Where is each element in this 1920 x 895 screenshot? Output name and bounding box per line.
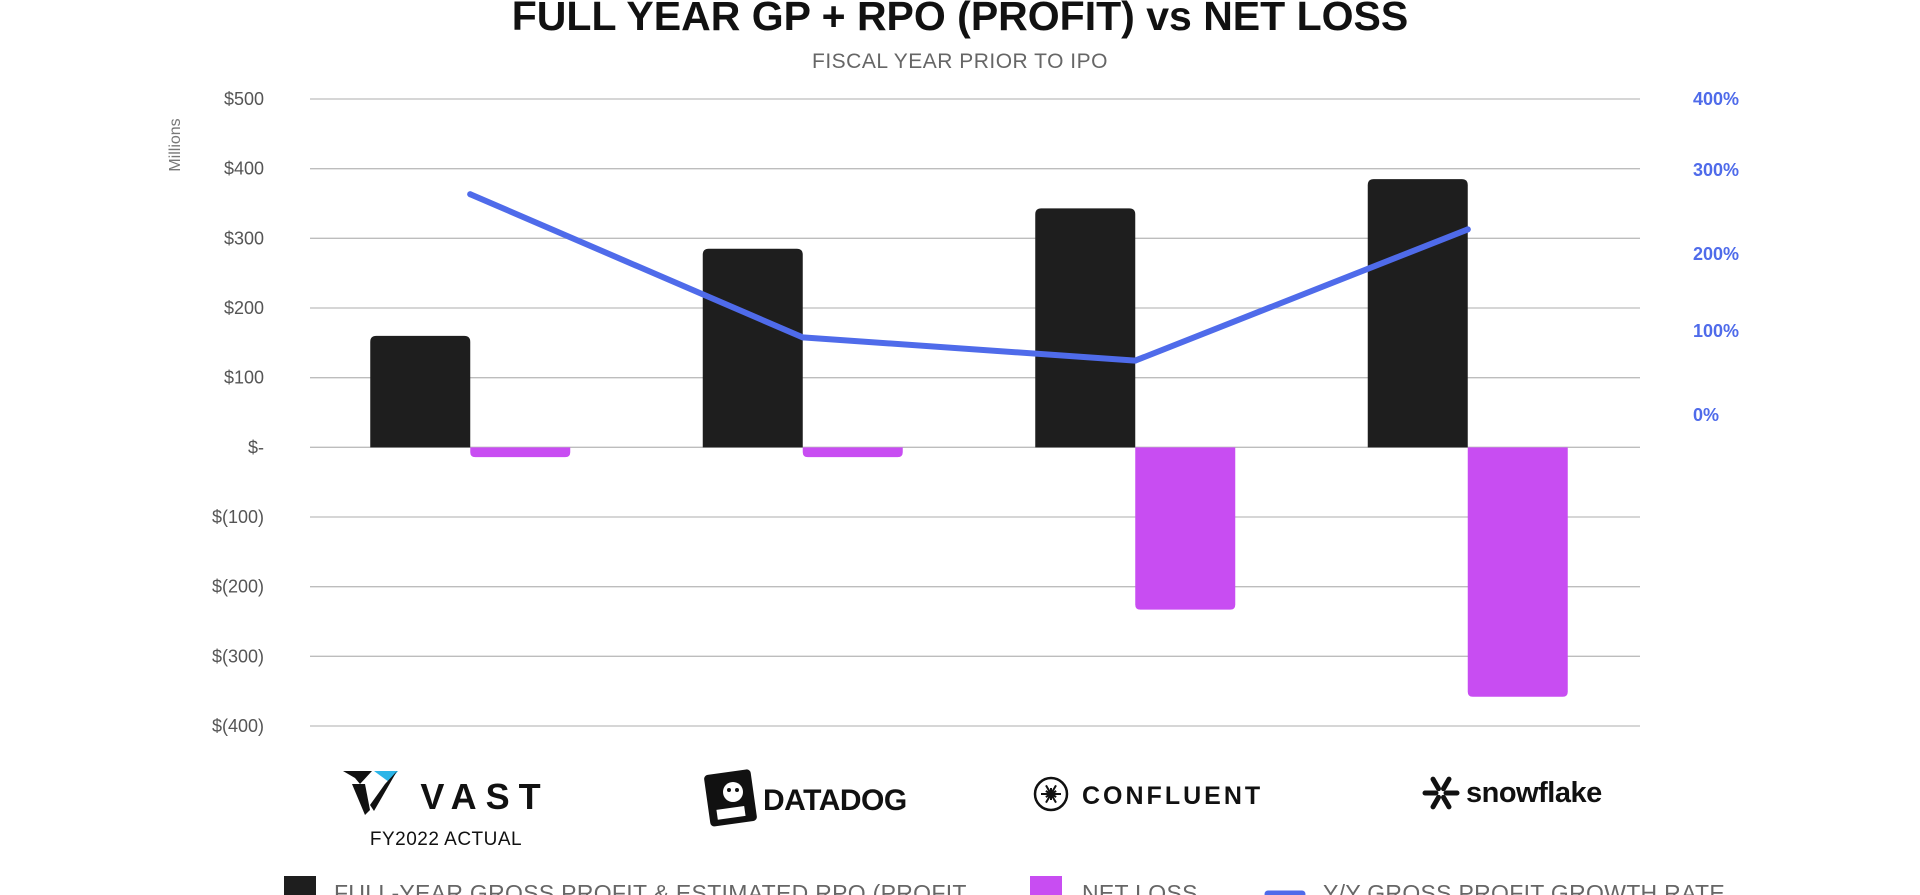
legend-swatch-net-loss	[1030, 876, 1062, 895]
left-axis-ticks: $500 $400 $300 $200 $100 $- $(100) $(200) $(300)…	[212, 89, 264, 736]
category-label-vast: VAST	[420, 776, 549, 817]
legend: FULL-YEAR GROSS PROFIT & ESTIMATED RPO (…	[284, 876, 1725, 895]
bar-net-loss	[802, 447, 903, 458]
y2-tick-label: 0%	[1693, 405, 1719, 425]
legend-label-gross-profit: FULL-YEAR GROSS PROFIT & ESTIMATED RPO (…	[334, 880, 967, 895]
logo-vast: VAST	[343, 771, 549, 817]
bars	[370, 179, 1568, 697]
logo-snowflake: snowflake	[1422, 776, 1603, 810]
legend-label-net-loss: NET LOSS	[1082, 880, 1198, 895]
confluent-rays	[1041, 784, 1061, 804]
y-axis-label: Millions	[167, 118, 184, 171]
y-tick-label: $100	[224, 368, 264, 388]
chart-subtitle: FISCAL YEAR PRIOR TO IPO	[812, 50, 1108, 73]
y2-tick-label: 400%	[1693, 89, 1739, 109]
logo-confluent: CONFLUENT	[1033, 776, 1263, 812]
growth-rate-point	[799, 334, 806, 341]
bar-gross-profit	[1035, 208, 1136, 448]
y2-tick-label: 100%	[1693, 321, 1739, 341]
bar-gross-profit	[370, 335, 471, 448]
growth-rate-point	[467, 191, 474, 198]
legend-swatch-gross-profit	[284, 876, 316, 895]
y-tick-label: $200	[224, 298, 264, 318]
y2-tick-label: 300%	[1693, 160, 1739, 180]
y-tick-label: $(200)	[212, 577, 264, 597]
y-tick-label: $(400)	[212, 716, 264, 736]
bar-gross-profit	[702, 248, 803, 448]
y-tick-label: $(300)	[212, 646, 264, 666]
category-label-snowflake: snowflake	[1466, 777, 1602, 809]
y2-tick-label: 200%	[1693, 244, 1739, 264]
category-caption: FY2022 ACTUAL	[370, 829, 522, 850]
y-tick-label: $500	[224, 89, 264, 109]
y-tick-label: $400	[224, 159, 264, 179]
y-tick-label: $-	[248, 437, 264, 457]
right-axis-ticks: 400% 300% 200% 100% 0%	[1693, 89, 1739, 425]
datadog-logo-icon	[704, 769, 757, 827]
bar-net-loss	[1467, 447, 1568, 697]
y-tick-label: $300	[224, 228, 264, 248]
y-tick-label: $(100)	[212, 507, 264, 527]
vast-logo-icon	[343, 771, 398, 815]
legend-label-growth-rate: Y/Y GROSS PROFIT GROWTH RATE	[1323, 880, 1725, 895]
bar-net-loss	[1135, 447, 1236, 610]
bar-net-loss	[470, 447, 571, 458]
growth-line-layer	[467, 191, 1471, 364]
logo-datadog: DATADOG	[704, 769, 907, 827]
growth-rate-line	[467, 191, 1471, 364]
confluent-logo-icon	[1033, 776, 1069, 812]
chart-title: FULL YEAR GP + RPO (PROFIT) vs NET LOSS	[512, 0, 1408, 39]
growth-rate-point	[1464, 226, 1471, 233]
category-label-datadog: DATADOG	[763, 784, 907, 817]
bar-gross-profit	[1367, 179, 1468, 448]
growth-rate-point	[1132, 357, 1139, 364]
snowflake-icon	[1422, 776, 1460, 810]
category-label-confluent: CONFLUENT	[1082, 782, 1263, 810]
